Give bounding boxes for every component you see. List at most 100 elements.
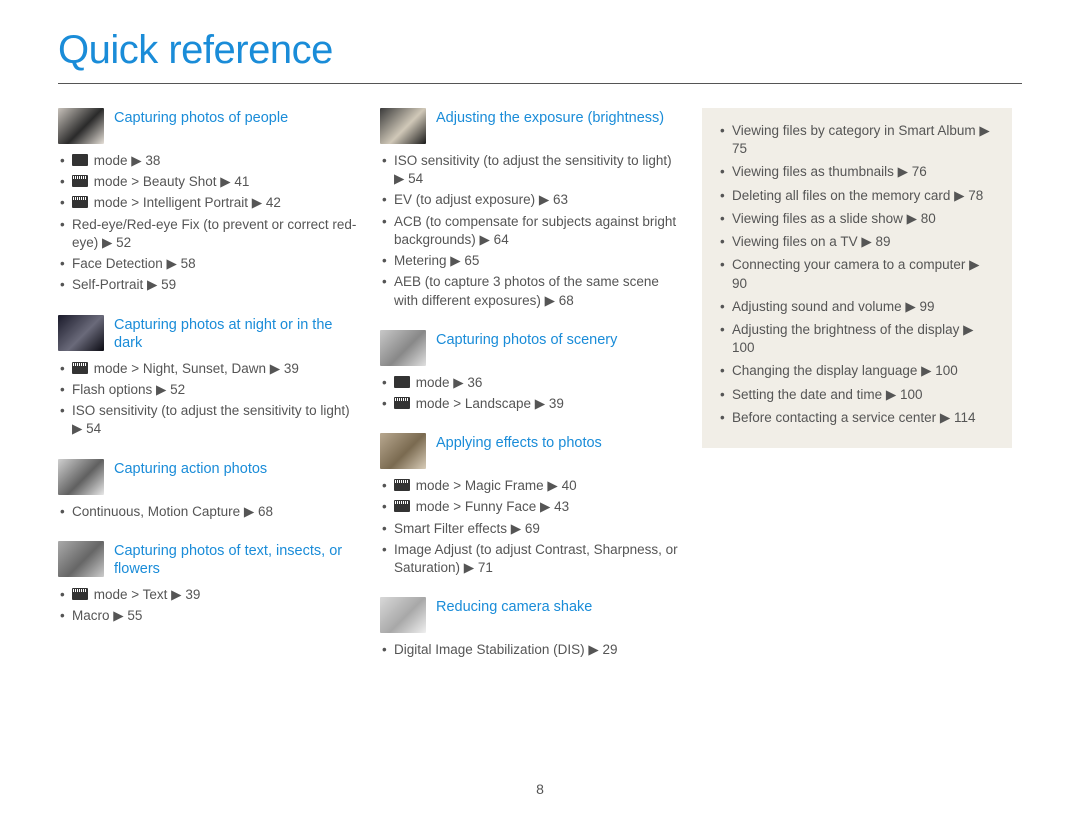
section-header: Capturing photos of text, insects, or fl… <box>58 541 358 578</box>
list-item-text: mode > Funny Face ▶ 43 <box>416 499 569 514</box>
list-item-text: AEB (to capture 3 photos of the same sce… <box>394 274 659 307</box>
section-thumbnail <box>58 459 104 495</box>
list-item-text: mode > Landscape ▶ 39 <box>416 396 564 411</box>
list-item: mode ▶ 38 <box>60 152 358 170</box>
landscape-mode-icon <box>394 376 410 388</box>
list-item-text: mode > Text ▶ 39 <box>94 587 201 602</box>
list-item: Image Adjust (to adjust Contrast, Sharpn… <box>382 541 680 577</box>
sidebar-item: Adjusting the brightness of the display … <box>720 321 996 357</box>
scene-mode-icon <box>72 196 88 208</box>
page-title: Quick reference <box>58 28 1022 73</box>
section-thumbnail <box>380 597 426 633</box>
section-thumbnail <box>58 108 104 144</box>
list-item-text: Face Detection ▶ 58 <box>72 256 196 271</box>
column-3: Viewing files by category in Smart Album… <box>702 108 1012 680</box>
title-rule <box>58 83 1022 84</box>
list-item: EV (to adjust exposure) ▶ 63 <box>382 191 680 209</box>
person-mode-icon <box>72 154 88 166</box>
section-title: Capturing photos at night or in the dark <box>114 315 358 352</box>
section-list: Digital Image Stabilization (DIS) ▶ 29 <box>380 641 680 659</box>
list-item-text: mode > Beauty Shot ▶ 41 <box>94 174 250 189</box>
list-item: Metering ▶ 65 <box>382 252 680 270</box>
list-item: Smart Filter effects ▶ 69 <box>382 520 680 538</box>
section-thumbnail <box>380 433 426 469</box>
list-item-text: Continuous, Motion Capture ▶ 68 <box>72 504 273 519</box>
list-item: AEB (to capture 3 photos of the same sce… <box>382 273 680 309</box>
scene-mode-icon <box>394 397 410 409</box>
section-thumbnail <box>58 315 104 351</box>
section-header: Capturing action photos <box>58 459 358 495</box>
section-title: Capturing photos of scenery <box>436 330 617 349</box>
section-list: mode > Magic Frame ▶ 40 mode > Funny Fac… <box>380 477 680 577</box>
list-item: mode > Landscape ▶ 39 <box>382 395 680 413</box>
column-1: Capturing photos of people mode ▶ 38 mod… <box>58 108 358 680</box>
sidebar-item: Viewing files as thumbnails ▶ 76 <box>720 163 996 181</box>
scene-mode-icon <box>394 479 410 491</box>
section-title: Capturing photos of people <box>114 108 288 127</box>
sidebar-item: Changing the display language ▶ 100 <box>720 362 996 380</box>
section-thumbnail <box>380 108 426 144</box>
list-item-text: Red-eye/Red-eye Fix (to prevent or corre… <box>72 217 356 250</box>
list-item-text: EV (to adjust exposure) ▶ 63 <box>394 192 568 207</box>
section: Capturing photos of text, insects, or fl… <box>58 541 358 626</box>
sidebar-item: Before contacting a service center ▶ 114 <box>720 409 996 427</box>
list-item-text: mode ▶ 38 <box>94 153 161 168</box>
section-title: Capturing photos of text, insects, or fl… <box>114 541 358 578</box>
list-item-text: ACB (to compensate for subjects against … <box>394 214 676 247</box>
list-item-text: Flash options ▶ 52 <box>72 382 185 397</box>
section-list: mode > Night, Sunset, Dawn ▶ 39 Flash opt… <box>58 360 358 439</box>
list-item: Self-Portrait ▶ 59 <box>60 276 358 294</box>
sidebar-item: Viewing files on a TV ▶ 89 <box>720 233 996 251</box>
sidebar-item: Viewing files by category in Smart Album… <box>720 122 996 158</box>
list-item: mode > Text ▶ 39 <box>60 586 358 604</box>
list-item-text: mode > Intelligent Portrait ▶ 42 <box>94 195 281 210</box>
section-list: ISO sensitivity (to adjust the sensitivi… <box>380 152 680 310</box>
list-item: Face Detection ▶ 58 <box>60 255 358 273</box>
section-title: Applying effects to photos <box>436 433 602 452</box>
list-item: Macro ▶ 55 <box>60 607 358 625</box>
section: Applying effects to photos mode > Magic … <box>380 433 680 577</box>
content-columns: Capturing photos of people mode ▶ 38 mod… <box>58 108 1022 680</box>
section: Reducing camera shake Digital Image Stabi… <box>380 597 680 659</box>
list-item-text: mode > Magic Frame ▶ 40 <box>416 478 577 493</box>
section-header: Capturing photos of scenery <box>380 330 680 366</box>
sidebar-item: Adjusting sound and volume ▶ 99 <box>720 298 996 316</box>
list-item: Red-eye/Red-eye Fix (to prevent or corre… <box>60 216 358 252</box>
column-2: Adjusting the exposure (brightness) ISO s… <box>380 108 680 680</box>
list-item: mode > Intelligent Portrait ▶ 42 <box>60 194 358 212</box>
section-header: Adjusting the exposure (brightness) <box>380 108 680 144</box>
sidebar-item: Deleting all files on the memory card ▶ … <box>720 187 996 205</box>
section: Capturing action photos Continuous, Motio… <box>58 459 358 521</box>
sidebar-item: Connecting your camera to a computer ▶ 9… <box>720 256 996 292</box>
list-item: Digital Image Stabilization (DIS) ▶ 29 <box>382 641 680 659</box>
list-item: mode > Night, Sunset, Dawn ▶ 39 <box>60 360 358 378</box>
list-item-text: Image Adjust (to adjust Contrast, Sharpn… <box>394 542 678 575</box>
list-item-text: mode ▶ 36 <box>416 375 483 390</box>
scene-mode-icon <box>394 500 410 512</box>
page-number: 8 <box>0 781 1080 797</box>
section-list: mode ▶ 38 mode > Beauty Shot ▶ 41 mode >… <box>58 152 358 295</box>
scene-mode-icon <box>72 588 88 600</box>
sidebar-item: Setting the date and time ▶ 100 <box>720 386 996 404</box>
sidebar-item: Viewing files as a slide show ▶ 80 <box>720 210 996 228</box>
list-item: mode > Magic Frame ▶ 40 <box>382 477 680 495</box>
section: Capturing photos of scenery mode ▶ 36 mo… <box>380 330 680 413</box>
list-item: mode > Beauty Shot ▶ 41 <box>60 173 358 191</box>
list-item-text: Metering ▶ 65 <box>394 253 479 268</box>
section-title: Reducing camera shake <box>436 597 592 616</box>
list-item-text: Macro ▶ 55 <box>72 608 142 623</box>
section-title: Capturing action photos <box>114 459 267 478</box>
list-item: mode > Funny Face ▶ 43 <box>382 498 680 516</box>
section-title: Adjusting the exposure (brightness) <box>436 108 664 127</box>
list-item-text: ISO sensitivity (to adjust the sensitivi… <box>72 403 350 436</box>
section-thumbnail <box>58 541 104 577</box>
section-list: mode > Text ▶ 39 Macro ▶ 55 <box>58 586 358 625</box>
section-list: Continuous, Motion Capture ▶ 68 <box>58 503 358 521</box>
list-item: ISO sensitivity (to adjust the sensitivi… <box>60 402 358 438</box>
scene-mode-icon <box>72 175 88 187</box>
section: Capturing photos at night or in the dark… <box>58 315 358 439</box>
list-item: Flash options ▶ 52 <box>60 381 358 399</box>
section-header: Applying effects to photos <box>380 433 680 469</box>
list-item-text: Digital Image Stabilization (DIS) ▶ 29 <box>394 642 617 657</box>
section-header: Reducing camera shake <box>380 597 680 633</box>
